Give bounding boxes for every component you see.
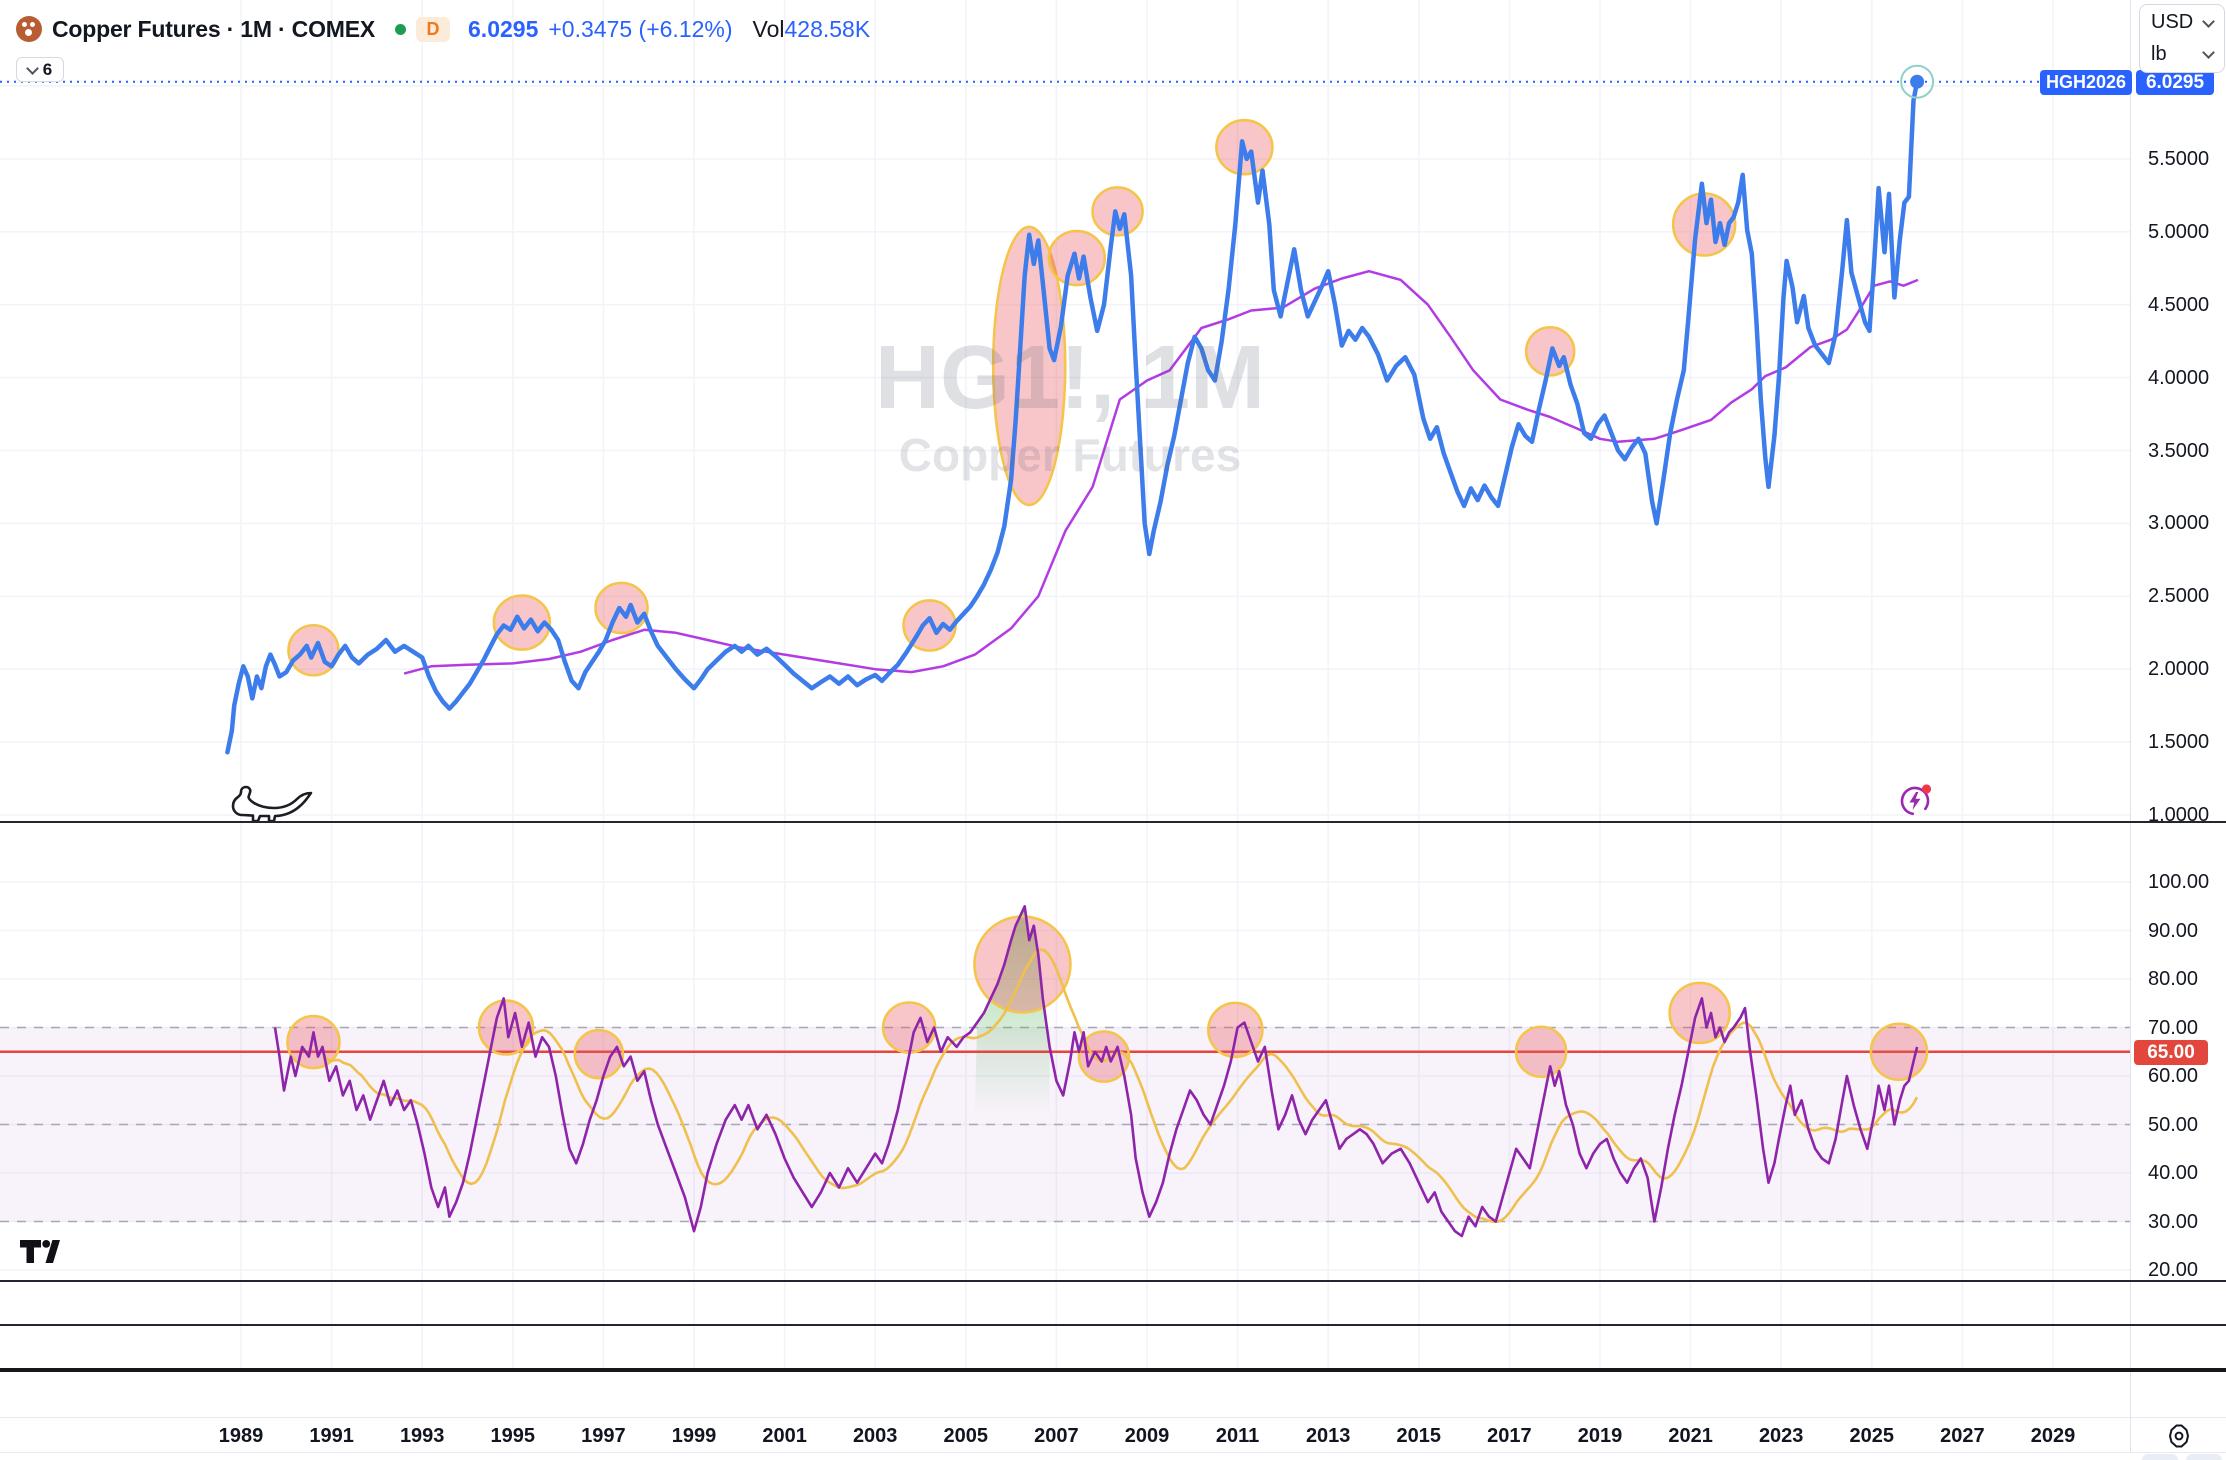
last-point-ring <box>1900 64 1935 99</box>
year-label: 2009 <box>1124 1425 1170 1447</box>
copper-symbol-icon <box>16 16 42 42</box>
year-label: 2021 <box>1668 1425 1713 1447</box>
indicator-tick-label: 60.00 <box>2148 1065 2199 1087</box>
price-tick-label: 1.0000 <box>2148 804 2210 826</box>
currency-value: USD <box>2151 11 2194 34</box>
indicator-tick-label: 40.00 <box>2148 1162 2199 1184</box>
year-label: 2025 <box>1849 1425 1895 1447</box>
year-label: 2007 <box>1034 1425 1079 1447</box>
year-label: 1991 <box>309 1425 354 1447</box>
chevron-down-icon <box>25 61 39 75</box>
indicator-tick-label: 50.00 <box>2148 1113 2199 1136</box>
last-price: 6.0295 <box>468 15 539 42</box>
year-label: 2023 <box>1758 1425 1804 1447</box>
pane-separator[interactable] <box>0 821 2226 823</box>
symbol-title[interactable]: Copper Futures · 1M · COMEX <box>52 15 376 42</box>
last-point-marker[interactable] <box>1910 74 1925 89</box>
scroll-button[interactable] <box>2142 1454 2178 1460</box>
indicator-tick-label: 30.00 <box>2148 1210 2199 1233</box>
year-label: 1995 <box>490 1425 536 1447</box>
price-tick-label: 3.5000 <box>2148 439 2210 462</box>
legend-collapse-count: 6 <box>42 59 53 79</box>
rsi-line[interactable] <box>273 905 1919 1238</box>
highlight-ellipse[interactable] <box>573 1028 625 1080</box>
contract-tag[interactable]: HGH2026 <box>2040 70 2132 95</box>
highlight-ellipse[interactable] <box>1668 981 1731 1045</box>
price-tick-label: 5.0000 <box>2148 220 2210 243</box>
volume-readout: Vol 428.58K <box>753 16 871 43</box>
year-label: 1999 <box>671 1425 717 1447</box>
price-tick-label: 2.5000 <box>2148 585 2210 608</box>
indicator-tick-label: 80.00 <box>2148 968 2199 990</box>
scroll-button[interactable] <box>2186 1454 2222 1460</box>
highlight-ellipse[interactable] <box>1207 1001 1264 1059</box>
price-tick-label: 1.5000 <box>2148 731 2210 754</box>
price-tick-label: 4.0000 <box>2148 366 2210 389</box>
gear-icon[interactable] <box>2166 1423 2192 1449</box>
price-tick-label: 5.5000 <box>2148 147 2210 170</box>
indicator-tick-label: 20.00 <box>2148 1259 2199 1281</box>
price-axis-border <box>2130 0 2131 1452</box>
year-label: 2029 <box>2030 1425 2076 1447</box>
current-price-label[interactable]: 6.0295 <box>2136 70 2214 95</box>
highlight-ellipse[interactable] <box>973 915 1072 1014</box>
price-tick-label: 2.0000 <box>2148 658 2210 681</box>
year-label: 2015 <box>1396 1425 1442 1447</box>
price-tick-label: 3.0000 <box>2148 512 2210 535</box>
chevron-down-icon <box>2202 46 2215 60</box>
year-label: 2011 <box>1215 1425 1260 1447</box>
year-label: 1989 <box>218 1425 264 1447</box>
alert-price-label[interactable]: 65.00 <box>2134 1040 2208 1065</box>
year-label: 2017 <box>1487 1425 1532 1447</box>
dinosaur-doodle-drawing[interactable] <box>226 784 318 824</box>
volume-value: 428.58K <box>784 15 871 42</box>
highlight-ellipse[interactable] <box>1514 1025 1568 1079</box>
year-label: 1997 <box>581 1425 626 1447</box>
highlight-ellipse[interactable] <box>991 225 1067 507</box>
interval-badge[interactable]: D <box>416 16 451 42</box>
pane-separator[interactable] <box>0 1324 2226 1326</box>
year-label: 2019 <box>1577 1425 1623 1447</box>
unit-value: lb <box>2151 42 2167 65</box>
pane-separator-active[interactable] <box>0 1368 2226 1372</box>
price-line[interactable] <box>225 79 1920 755</box>
volume-label: Vol <box>752 15 785 42</box>
year-label: 2001 <box>762 1425 807 1447</box>
notification-dot <box>1921 784 1932 794</box>
indicator-tick-label: 100.00 <box>2148 871 2210 893</box>
year-label: 2003 <box>852 1425 898 1447</box>
legend-collapse-button[interactable]: 6 <box>16 57 64 82</box>
year-label: 1993 <box>399 1425 445 1447</box>
indicator-tick-label: 90.00 <box>2148 919 2199 942</box>
chevron-down-icon <box>2202 14 2215 28</box>
price-tick-label: 4.5000 <box>2148 293 2210 316</box>
symbol-legend[interactable]: Copper Futures · 1M · COMEX D 6.0295 +0.… <box>16 11 870 47</box>
currency-select[interactable]: USD <box>2140 11 2224 34</box>
year-label: 2005 <box>943 1425 989 1447</box>
highlight-ellipse[interactable] <box>881 1001 937 1054</box>
highlight-ellipse[interactable] <box>1869 1022 1929 1082</box>
year-label: 2013 <box>1305 1425 1351 1447</box>
unit-select[interactable]: lb <box>2140 43 2224 66</box>
pane-separator[interactable] <box>0 1280 2226 1282</box>
indicator-tick-label: 70.00 <box>2148 1016 2199 1039</box>
lightning-icon[interactable] <box>1897 781 1935 819</box>
ma-line[interactable] <box>403 269 1919 675</box>
year-label: 2027 <box>1940 1425 1985 1447</box>
rsi-ma-line[interactable] <box>323 948 1919 1224</box>
units-card: USD lb <box>2139 4 2225 73</box>
market-status-icon[interactable] <box>395 23 407 35</box>
tradingview-logo[interactable] <box>20 1240 60 1264</box>
price-change: +0.3475 (+6.12%) <box>548 15 733 42</box>
